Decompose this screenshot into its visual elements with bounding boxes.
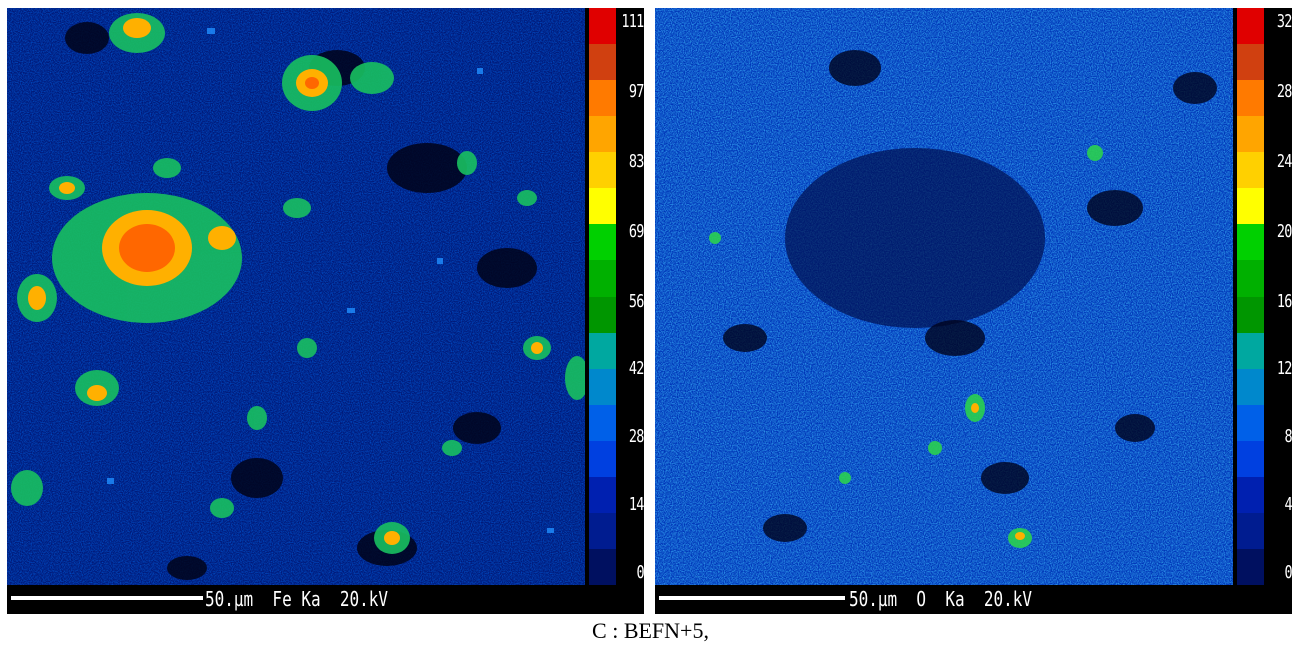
colorbar-segment [589, 296, 616, 333]
colorbar-segment [589, 332, 616, 369]
o-info-bar: 50.µm O Ka 20.kV [655, 585, 1292, 614]
colorbar-segment [1237, 368, 1264, 405]
fe-colorbar-ticks: 111 97 83 69 56 42 28 14 0 [617, 8, 645, 585]
figure-caption: C : BEFN+5, [592, 618, 709, 643]
colorbar-segment [589, 260, 616, 297]
fe-colorbar [589, 8, 616, 585]
o-tick-label: 28 [1277, 81, 1293, 102]
o-tick-label: 16 [1277, 291, 1293, 312]
fe-tick-label: 83 [629, 151, 645, 172]
o-colorbar-ticks: 32 28 24 20 16 12 8 4 0 [1265, 8, 1293, 585]
o-scale-label: 50.µm O Ka 20.kV [849, 587, 1033, 611]
colorbar-segment [589, 8, 616, 45]
o-tick-label: 8 [1284, 426, 1293, 447]
colorbar-segment [1237, 404, 1264, 441]
fe-map-panel: 111 97 83 69 56 42 28 14 0 50.µm Fe Ka 2… [7, 8, 645, 614]
colorbar-segment [1237, 512, 1264, 549]
o-scale-bar [659, 596, 845, 600]
colorbar-segment [1237, 116, 1264, 153]
colorbar-segment [589, 440, 616, 477]
fe-tick-label: 111 [621, 11, 645, 32]
colorbar-segment [589, 368, 616, 405]
colorbar-segment [589, 116, 616, 153]
colorbar-segment [1237, 44, 1264, 81]
colorbar-segment [589, 548, 616, 585]
colorbar-segment [589, 224, 616, 261]
colorbar-segment [1237, 332, 1264, 369]
o-map-panel: 32 28 24 20 16 12 8 4 0 50.µm O Ka 20.kV [655, 8, 1293, 614]
fe-tick-label: 0 [636, 562, 645, 583]
fe-color-scale: 111 97 83 69 56 42 28 14 0 [586, 8, 645, 585]
colorbar-segment [589, 152, 616, 189]
colorbar-segment [589, 512, 616, 549]
colorbar-segment [1237, 80, 1264, 117]
colorbar-segment [589, 188, 616, 225]
fe-scale-label: 50.µm Fe Ka 20.kV [205, 587, 389, 611]
fe-tick-label: 42 [629, 358, 645, 379]
fe-scale-bar [11, 596, 203, 600]
colorbar-segment [589, 404, 616, 441]
colorbar-segment [1237, 152, 1264, 189]
colorbar-segment [1237, 8, 1264, 45]
colorbar-segment [589, 44, 616, 81]
o-tick-label: 12 [1277, 358, 1293, 379]
o-tick-label: 32 [1277, 11, 1293, 32]
fe-info-bar: 50.µm Fe Ka 20.kV [7, 585, 644, 614]
colorbar-segment [1237, 224, 1264, 261]
o-tick-label: 24 [1277, 151, 1293, 172]
fe-element-map-image [7, 8, 585, 585]
colorbar-segment [1237, 440, 1264, 477]
colorbar-segment [1237, 188, 1264, 225]
fe-tick-label: 69 [629, 221, 645, 242]
fe-tick-label: 28 [629, 426, 645, 447]
o-tick-label: 0 [1284, 562, 1293, 583]
o-element-map-image [655, 8, 1233, 585]
colorbar-segment [589, 80, 616, 117]
fe-tick-label: 14 [629, 494, 645, 515]
o-tick-label: 4 [1284, 494, 1293, 515]
fe-tick-label: 97 [629, 81, 645, 102]
o-tick-label: 20 [1277, 221, 1293, 242]
o-colorbar [1237, 8, 1264, 585]
o-color-scale: 32 28 24 20 16 12 8 4 0 [1234, 8, 1293, 585]
colorbar-segment [1237, 548, 1264, 585]
colorbar-segment [1237, 296, 1264, 333]
colorbar-segment [589, 476, 616, 513]
fe-tick-label: 56 [629, 291, 645, 312]
colorbar-segment [1237, 476, 1264, 513]
colorbar-segment [1237, 260, 1264, 297]
